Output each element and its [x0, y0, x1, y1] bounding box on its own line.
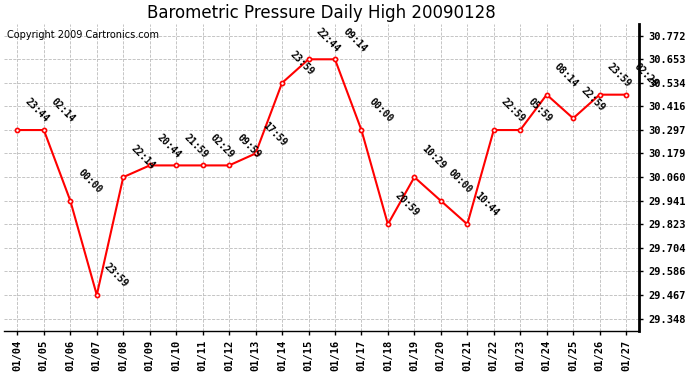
Text: 00:00: 00:00: [76, 167, 104, 195]
Text: Copyright 2009 Cartronics.com: Copyright 2009 Cartronics.com: [8, 30, 159, 40]
Text: 22:59: 22:59: [579, 85, 607, 113]
Text: 05:59: 05:59: [526, 97, 553, 124]
Text: 23:59: 23:59: [605, 61, 633, 89]
Text: 02:29: 02:29: [208, 132, 236, 160]
Title: Barometric Pressure Daily High 20090128: Barometric Pressure Daily High 20090128: [148, 4, 496, 22]
Text: 10:29: 10:29: [420, 144, 448, 172]
Text: 23:59: 23:59: [102, 262, 130, 290]
Text: 20:44: 20:44: [155, 132, 183, 160]
Text: 10:44: 10:44: [473, 191, 501, 219]
Text: 02:14: 02:14: [50, 97, 77, 124]
Text: 09:59: 09:59: [235, 132, 262, 160]
Text: 09:14: 09:14: [341, 26, 368, 54]
Text: 08:14: 08:14: [552, 61, 580, 89]
Text: 22:44: 22:44: [314, 26, 342, 54]
Text: 22:14: 22:14: [129, 144, 157, 172]
Text: 20:59: 20:59: [393, 191, 422, 219]
Text: 17:59: 17:59: [261, 120, 289, 148]
Text: 23:59: 23:59: [288, 50, 315, 77]
Text: 00:00: 00:00: [367, 97, 395, 124]
Text: 23:44: 23:44: [23, 97, 51, 124]
Text: 22:59: 22:59: [500, 97, 527, 124]
Text: 00:00: 00:00: [446, 167, 474, 195]
Text: 02:29: 02:29: [631, 61, 660, 89]
Text: 21:59: 21:59: [181, 132, 210, 160]
